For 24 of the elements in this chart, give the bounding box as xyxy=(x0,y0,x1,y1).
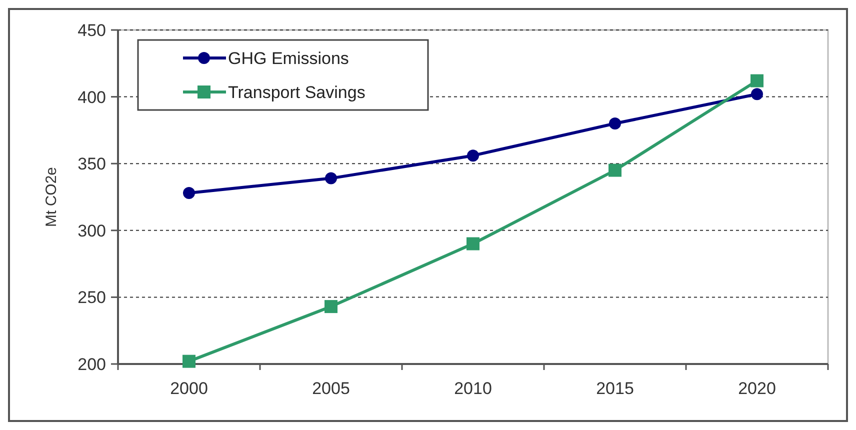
y-tick-label: 450 xyxy=(78,20,106,40)
legend-label: Transport Savings xyxy=(228,82,366,102)
point xyxy=(183,186,195,199)
y-tick-label: 350 xyxy=(78,154,106,174)
x-tick-label: 2020 xyxy=(738,379,776,398)
point xyxy=(325,172,337,184)
x-tick-label: 2010 xyxy=(454,379,492,398)
legend-label: GHG Emissions xyxy=(228,48,349,68)
point xyxy=(609,118,621,130)
point xyxy=(182,354,196,368)
point xyxy=(608,164,622,177)
y-tick-label: 400 xyxy=(78,88,106,107)
point xyxy=(751,88,763,100)
y-tick-label: 200 xyxy=(78,354,106,374)
x-tick-label: 2000 xyxy=(170,379,208,398)
x-tick-label: 2005 xyxy=(312,379,350,398)
x-tick-label: 2015 xyxy=(596,379,634,398)
point xyxy=(467,150,479,162)
y-axis-title: Mt CO2e xyxy=(43,166,60,228)
point xyxy=(324,300,338,314)
y-tick-label: 250 xyxy=(78,288,106,308)
point xyxy=(466,237,480,250)
y-tick-label: 300 xyxy=(78,221,106,240)
point xyxy=(750,74,764,88)
